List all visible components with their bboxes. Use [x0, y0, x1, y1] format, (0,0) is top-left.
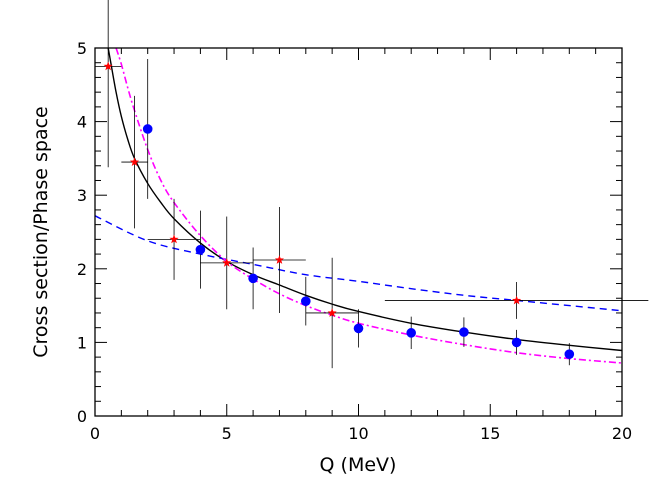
y-tick-label: 5 — [77, 39, 87, 58]
data-point-dot — [459, 327, 469, 337]
data-point-star — [169, 234, 179, 244]
x-tick-label: 0 — [90, 424, 100, 443]
x-axis-title: Q (MeV) — [320, 454, 397, 476]
data-point-dot — [511, 337, 522, 348]
data-point-dot — [142, 124, 153, 134]
x-tick-label: 5 — [222, 424, 232, 443]
y-tick-label: 2 — [77, 260, 87, 279]
data-point-dot — [353, 323, 364, 334]
data-point-star — [327, 308, 337, 317]
data-point-dot — [301, 296, 311, 306]
data-point-star — [274, 255, 285, 264]
curve-dashdot — [115, 48, 622, 364]
y-axis-title: Cross section/Phase space — [30, 106, 52, 357]
y-tick-label: 1 — [77, 333, 87, 352]
data-point-dot — [195, 244, 206, 255]
y-tick-label: 4 — [77, 113, 87, 132]
data-point-star — [103, 61, 113, 71]
data-point-star — [129, 157, 140, 166]
tick-labels: 0 5 10 15 20 0 1 2 3 4 5 — [77, 39, 632, 443]
data-point-dot — [564, 349, 575, 359]
x-tick-label: 15 — [480, 424, 500, 443]
data-point-star — [222, 258, 232, 267]
error-bars — [95, 0, 649, 369]
data-point-dot — [406, 328, 417, 338]
x-tick-label: 10 — [348, 424, 368, 443]
plot-frame — [94, 47, 623, 417]
y-tick-label: 0 — [77, 407, 87, 426]
curve-dashed — [95, 215, 622, 312]
data-point-dot — [248, 273, 258, 284]
data-point-star — [512, 295, 522, 305]
x-tick-label: 20 — [612, 424, 632, 443]
y-tick-label: 3 — [77, 186, 87, 205]
data-markers — [103, 61, 575, 359]
curve-solid — [107, 48, 622, 352]
